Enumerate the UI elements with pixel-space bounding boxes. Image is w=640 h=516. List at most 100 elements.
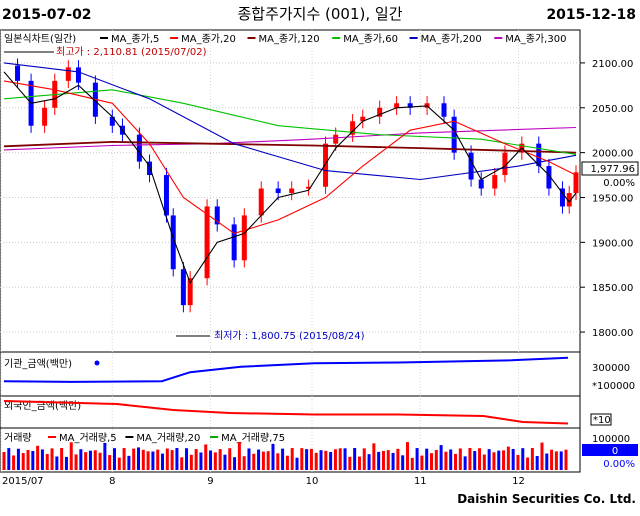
volume-bar bbox=[55, 456, 59, 470]
volume-bar bbox=[84, 452, 88, 470]
ma120-line bbox=[3, 140, 577, 154]
low-annotation: 최저가 : 1,800.75 (2015/08/24) bbox=[214, 330, 365, 342]
institution-tick-2: *100000 bbox=[592, 381, 635, 392]
volume-bar bbox=[405, 442, 409, 470]
volume-bar bbox=[180, 457, 184, 470]
ma200-line bbox=[3, 62, 577, 181]
volume-bar bbox=[122, 448, 126, 470]
volume-bar bbox=[540, 442, 544, 470]
volume-bar bbox=[108, 455, 112, 470]
volume-bar bbox=[242, 456, 246, 470]
volume-bar bbox=[333, 449, 337, 470]
price-tick-label: 1850.00 bbox=[592, 283, 633, 294]
price-tick-label: 1950.00 bbox=[592, 193, 633, 204]
volume-bar bbox=[127, 455, 131, 470]
candle-body bbox=[15, 65, 21, 81]
volume-bar bbox=[357, 456, 361, 470]
volume-bars bbox=[2, 442, 568, 470]
volume-bar bbox=[300, 448, 304, 470]
candle-body bbox=[360, 116, 366, 122]
volume-bar bbox=[141, 449, 145, 470]
volume-bar bbox=[295, 457, 299, 470]
volume-bar bbox=[136, 447, 140, 470]
volume-bar bbox=[458, 448, 462, 470]
volume-bar bbox=[487, 449, 491, 470]
header-end-date: 2015-12-18 bbox=[546, 7, 636, 23]
volume-bar bbox=[425, 448, 429, 470]
volume-bar bbox=[132, 448, 136, 470]
candle-body bbox=[546, 166, 552, 189]
candle-body bbox=[559, 188, 565, 207]
footer-credit: Daishin Securities Co. Ltd. bbox=[457, 492, 636, 506]
volume-bar bbox=[146, 451, 150, 470]
legend-label: MA_종가,300 bbox=[505, 33, 566, 45]
volume-bar bbox=[473, 451, 477, 470]
volume-bar bbox=[40, 449, 44, 470]
x-tick-label: 10 bbox=[306, 476, 319, 487]
volume-bar bbox=[468, 448, 472, 470]
price-legend: MA_종가,5 MA_종가,20 MA_종가,120 MA_종가,60 MA_종가,20… bbox=[100, 33, 566, 45]
last-value-box bbox=[581, 161, 639, 176]
volume-bar bbox=[439, 445, 443, 470]
candle-body bbox=[441, 103, 447, 117]
candle-body bbox=[573, 172, 579, 193]
foreign-line bbox=[3, 400, 569, 425]
change-percent: 0.00% bbox=[603, 178, 635, 189]
candle-body bbox=[42, 107, 48, 126]
institution-tick-1: 300000 bbox=[592, 363, 630, 374]
volume-bar bbox=[396, 448, 400, 470]
institution-line bbox=[3, 356, 569, 383]
x-tick-label: 9 bbox=[207, 476, 213, 487]
volume-bar bbox=[348, 456, 352, 470]
candle-body bbox=[241, 215, 247, 261]
volume-bar bbox=[391, 452, 395, 470]
volume-bar bbox=[511, 448, 515, 470]
price-tick-label: 2100.00 bbox=[592, 59, 633, 70]
volume-bar bbox=[362, 448, 366, 470]
volume-bar bbox=[204, 444, 208, 470]
candle-body bbox=[377, 107, 383, 117]
volume-bar bbox=[21, 453, 25, 470]
volume-value-box bbox=[582, 444, 638, 456]
volume-bar bbox=[112, 448, 116, 470]
price-grid bbox=[0, 30, 580, 472]
volume-bar bbox=[506, 446, 510, 470]
volume-bar bbox=[444, 451, 448, 470]
candle-body bbox=[394, 103, 400, 108]
volume-legend-label: MA_거래량,20 bbox=[136, 432, 200, 444]
x-tick-label: 2015/07 bbox=[2, 476, 44, 487]
volume-bar bbox=[213, 452, 217, 470]
candle-body bbox=[289, 188, 295, 193]
volume-bar bbox=[261, 451, 265, 470]
candle-body bbox=[536, 143, 542, 167]
header-start-date: 2015-07-02 bbox=[2, 7, 92, 23]
candle-body bbox=[231, 224, 237, 261]
legend-label: MA_종가,60 bbox=[343, 33, 398, 45]
volume-bar bbox=[449, 449, 453, 470]
candle-body bbox=[214, 206, 220, 225]
candle-body bbox=[407, 103, 413, 108]
candle-body bbox=[478, 179, 484, 189]
volume-bar bbox=[454, 453, 458, 470]
volume-bar bbox=[281, 448, 285, 470]
volume-bar bbox=[165, 448, 169, 470]
volume-bar bbox=[16, 448, 20, 470]
volume-bar bbox=[218, 449, 222, 470]
candle-body bbox=[468, 152, 474, 180]
volume-bar bbox=[257, 449, 261, 470]
last-value: 1,977.96 bbox=[590, 164, 635, 175]
volume-bar bbox=[430, 453, 434, 470]
candle-body bbox=[306, 186, 312, 189]
x-tick-label: 8 bbox=[109, 476, 115, 487]
candle-body bbox=[451, 116, 457, 153]
volume-bar bbox=[290, 448, 294, 470]
volume-bar bbox=[492, 452, 496, 470]
volume-bar bbox=[31, 451, 35, 470]
volume-bar bbox=[502, 450, 506, 470]
candle-body bbox=[180, 269, 186, 306]
institution-legend-dot bbox=[94, 360, 100, 366]
candle-body bbox=[187, 278, 193, 306]
volume-bar bbox=[309, 448, 313, 470]
volume-bar bbox=[156, 449, 160, 470]
volume-bar bbox=[228, 448, 232, 470]
